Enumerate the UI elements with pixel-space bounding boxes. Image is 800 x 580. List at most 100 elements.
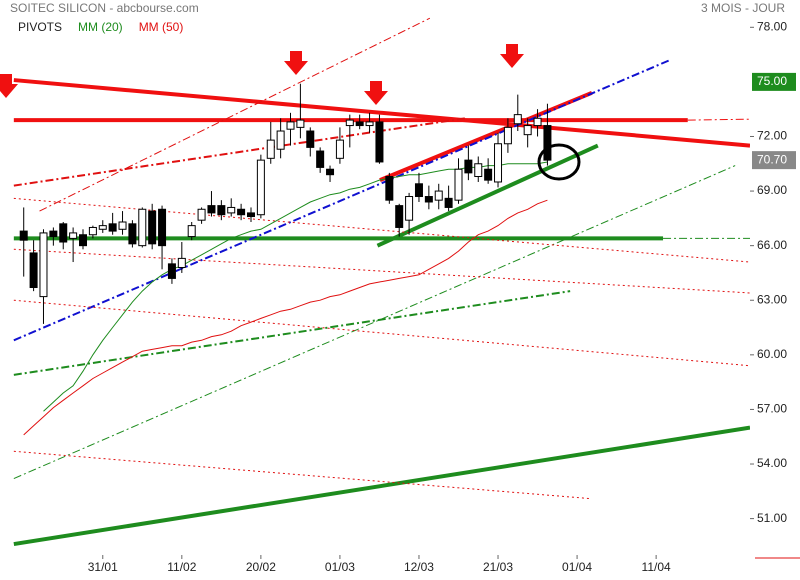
- candle-body: [128, 223, 137, 245]
- candle-body: [444, 197, 453, 208]
- trendline: [13, 248, 750, 294]
- candle-body: [246, 212, 255, 218]
- y-tick-label: 60.00: [757, 347, 787, 361]
- y-tick-label: 72.00: [757, 129, 787, 143]
- candle-body: [503, 126, 512, 145]
- candle-body: [494, 143, 503, 183]
- x-tick-label: 01/04: [562, 560, 592, 574]
- candle-body: [197, 208, 206, 221]
- arrow: [500, 44, 524, 68]
- arrow: [0, 74, 18, 98]
- candle-body: [543, 125, 552, 161]
- trendline: [13, 197, 750, 263]
- candle-body: [326, 168, 335, 176]
- y-tick-label: 78.00: [757, 19, 787, 33]
- x-tick-label: 11/02: [167, 560, 196, 574]
- arrow: [364, 81, 388, 105]
- y-tick-label: 57.00: [757, 402, 787, 416]
- y-tick-label: 66.00: [757, 238, 787, 252]
- candle-body: [355, 121, 364, 127]
- candle-body: [227, 206, 236, 214]
- candle-body: [276, 130, 285, 150]
- candle-body: [118, 221, 127, 230]
- candle-body: [59, 223, 68, 243]
- candle-body: [375, 121, 384, 163]
- candle-body: [395, 205, 404, 228]
- candle-body: [533, 117, 542, 127]
- candle-body: [98, 225, 107, 230]
- candle-body: [256, 159, 265, 216]
- trendline: [39, 17, 431, 212]
- pivot-label: 75.00: [757, 74, 787, 88]
- candle-body: [306, 130, 315, 148]
- candle-body: [474, 163, 483, 178]
- y-tick-label: 69.00: [757, 183, 787, 197]
- trendline: [13, 299, 750, 367]
- candle-body: [523, 125, 532, 136]
- candle-body: [79, 234, 88, 247]
- candle-body: [513, 114, 522, 125]
- candle-body: [385, 176, 394, 201]
- annotations: [0, 44, 800, 559]
- candle-body: [29, 252, 38, 289]
- candle-body: [286, 121, 295, 130]
- candle-body: [187, 225, 196, 238]
- candle-body: [69, 232, 78, 239]
- trendline: [13, 425, 750, 547]
- x-tick-label: 31/01: [88, 560, 118, 574]
- candle-body: [158, 208, 167, 247]
- trendline: [13, 78, 750, 148]
- candle-body: [296, 119, 305, 128]
- candle-body: [167, 263, 176, 279]
- candle-body: [335, 139, 344, 159]
- trendline: [687, 118, 750, 121]
- y-tick-label: 51.00: [757, 511, 787, 525]
- candle-body: [266, 139, 275, 159]
- legend-entry: MM (50): [139, 20, 184, 34]
- x-tick-label: 21/03: [483, 560, 513, 574]
- candle-body: [345, 119, 354, 127]
- candle-body: [148, 210, 157, 245]
- pivot-label-box: [752, 72, 796, 91]
- chart-title: SOITEC SILICON - abcbourse.com: [10, 1, 199, 15]
- legend-entry: MM (20): [78, 20, 123, 34]
- x-tick-label: 11/04: [642, 560, 671, 574]
- trendline: [376, 143, 599, 248]
- candle-body: [39, 232, 48, 298]
- candle-body: [207, 205, 216, 214]
- trendline: [13, 59, 671, 342]
- last-price-label-box: [752, 151, 796, 170]
- moving-average: [43, 161, 548, 412]
- candle-body: [464, 159, 473, 174]
- candle-body: [405, 196, 414, 221]
- x-tick-label: 01/03: [325, 560, 355, 574]
- candle-body: [237, 208, 246, 216]
- candle-body: [138, 208, 147, 247]
- x-tick-label: 20/02: [246, 560, 276, 574]
- trendline: [379, 90, 593, 182]
- y-tick-label: 54.00: [757, 456, 787, 470]
- candle-body: [88, 226, 97, 236]
- candle-body: [424, 196, 433, 203]
- candle-body: [108, 223, 117, 232]
- candle-body: [414, 183, 423, 198]
- candle-body: [454, 168, 463, 201]
- candle-body: [434, 190, 443, 201]
- candle-body: [365, 121, 374, 127]
- signal-arrows: [0, 44, 524, 105]
- candle-body: [316, 150, 325, 168]
- candle-body: [19, 230, 28, 241]
- plot-area: [13, 17, 750, 547]
- arrow: [284, 51, 308, 75]
- trendline: [13, 165, 736, 480]
- moving-average: [23, 199, 548, 436]
- candle-body: [177, 257, 186, 268]
- trendline: [13, 290, 571, 376]
- highlight-circle: [537, 143, 581, 181]
- trendline: [13, 117, 466, 187]
- y-tick-label: 63.00: [757, 292, 787, 306]
- chart-subtitle: 3 MOIS - JOUR: [701, 1, 785, 15]
- x-tick-label: 12/03: [404, 560, 434, 574]
- trendline: [13, 450, 590, 500]
